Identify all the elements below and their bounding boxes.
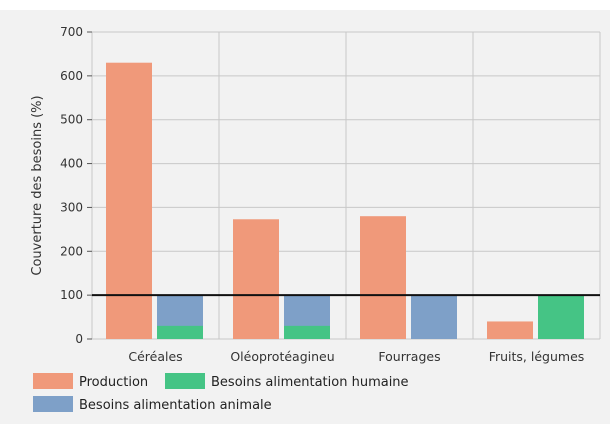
legend-label: Production: [79, 375, 148, 390]
legend: Production Besoins alimentation humaine Be…: [33, 373, 409, 413]
bar-production: [233, 219, 279, 339]
y-tick-label: 0: [75, 332, 83, 346]
bar-production: [487, 321, 533, 339]
bar-besoins-animale: [411, 295, 457, 339]
legend-label: Besoins alimentation humaine: [211, 375, 409, 390]
bar-production: [106, 62, 152, 339]
legend-swatch: [33, 373, 73, 389]
legend-label: Besoins alimentation animale: [79, 398, 272, 413]
plot-background: [0, 10, 610, 424]
bars-layer: [106, 62, 584, 339]
bar-besoins-humaine: [157, 325, 203, 339]
y-tick-label: 600: [60, 69, 83, 83]
x-tick-label: Céréales: [128, 349, 182, 364]
bar-besoins-humaine: [284, 325, 330, 339]
x-tick-label: Oléoprotéagineu: [230, 349, 334, 364]
bar-besoins-humaine: [538, 295, 584, 339]
x-tick-label: Fruits, légumes: [489, 349, 585, 364]
y-tick-label: 100: [60, 288, 83, 302]
bar-production: [360, 216, 406, 339]
y-tick-label: 200: [60, 244, 83, 258]
y-tick-label: 300: [60, 200, 83, 214]
x-tick-label: Fourrages: [378, 349, 440, 364]
legend-swatch: [165, 373, 205, 389]
legend-swatch: [33, 396, 73, 412]
x-ticks: Céréales Oléoprotéagineu Fourrages Fruits, …: [128, 349, 584, 364]
y-tick-label: 400: [60, 157, 83, 171]
y-ticks: 0 100 200 300 400 500 600 700: [60, 25, 92, 346]
y-tick-label: 500: [60, 113, 83, 127]
y-axis-label: Couverture des besoins (%): [30, 95, 45, 275]
y-tick-label: 700: [60, 25, 83, 39]
